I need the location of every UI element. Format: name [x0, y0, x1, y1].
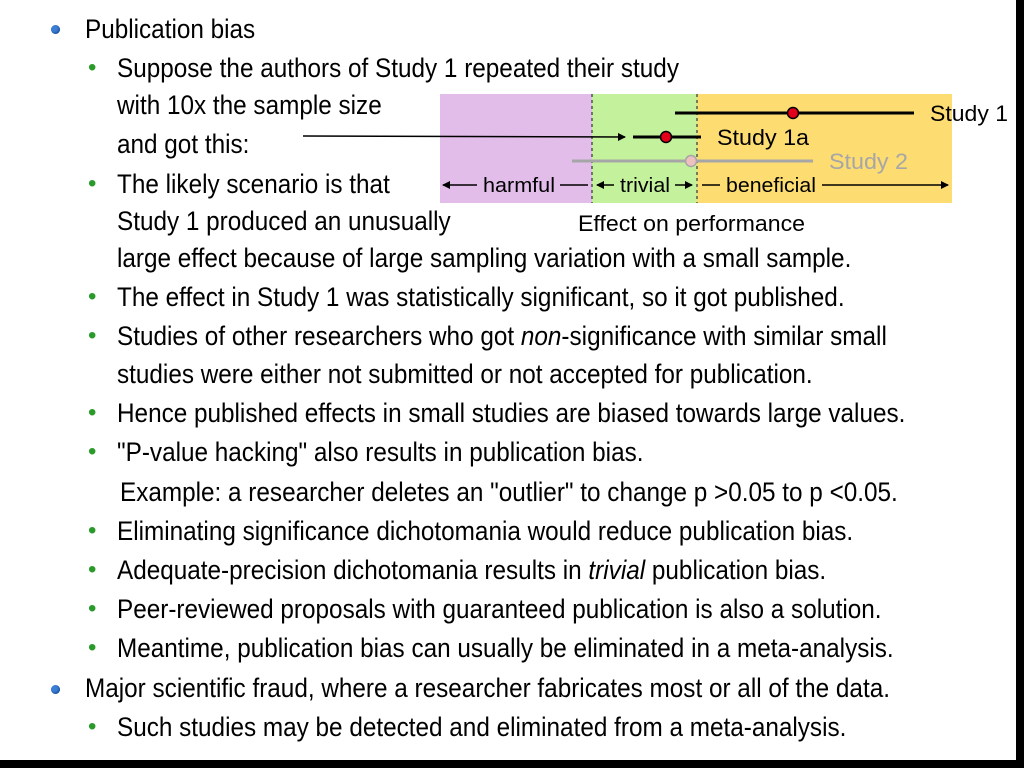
text-phacking: "P-value hacking" also results in public…: [117, 437, 644, 467]
text-studies-1: Studies of other researchers who got non…: [117, 320, 887, 352]
text-example: Example: a researcher deletes an "outlie…: [120, 477, 898, 507]
study2-label: Study 2: [829, 149, 908, 174]
bullet-icon: [51, 25, 60, 34]
bullet-icon: •: [88, 283, 97, 310]
text-suppose-2: with 10x the sample size: [117, 90, 382, 120]
text-studies-2: studies were either not submitted or not…: [117, 359, 813, 389]
bullet-icon: •: [88, 170, 97, 197]
text-peer: Peer-reviewed proposals with guaranteed …: [117, 594, 882, 624]
bullet-icon: •: [88, 399, 97, 426]
trivial-label: trivial: [620, 175, 670, 197]
bullet-icon: •: [88, 322, 97, 349]
effect-diagram: Study 1 Study 1a Study 2 harmful trivial…: [302, 94, 1008, 236]
axis-title: Effect on performance: [578, 211, 805, 236]
heading-fraud: Major scientific fraud, where a research…: [85, 673, 890, 703]
text-studies-1-em: non: [520, 321, 562, 351]
text-adequate-pre: Adequate-precision dichotomania results …: [117, 555, 589, 585]
study2-point: [684, 154, 698, 168]
text-hence: Hence published effects in small studies…: [117, 398, 906, 428]
text-eliminating: Eliminating significance dichotomania wo…: [117, 516, 854, 546]
study1a-label: Study 1a: [717, 125, 810, 150]
study1-label: Study 1: [930, 101, 1008, 126]
study1a-point: [659, 130, 673, 144]
text-likely-2: Study 1 produced an unusually: [117, 206, 451, 236]
text-likely-1: The likely scenario is that: [117, 169, 390, 199]
text-adequate: Adequate-precision dichotomania results …: [117, 554, 826, 586]
text-studies-1-pre: Studies of other researchers who got: [117, 321, 521, 351]
bullet-icon: •: [88, 54, 97, 81]
heading-publication-bias: Publication bias: [85, 14, 256, 44]
bullet-icon: •: [88, 517, 97, 544]
text-adequate-em: trivial: [588, 555, 646, 585]
bullet-icon: •: [88, 556, 97, 583]
bullet-icon: •: [88, 634, 97, 661]
bullet-icon: [51, 685, 60, 694]
bullet-icon: •: [88, 713, 97, 740]
beneficial-label: beneficial: [726, 175, 816, 197]
harmful-label: harmful: [483, 175, 555, 197]
text-suppose-1: Suppose the authors of Study 1 repeated …: [117, 53, 679, 83]
text-likely-3: large effect because of large sampling v…: [117, 243, 852, 273]
text-adequate-post: publication bias.: [645, 555, 827, 585]
text-effect-significant: The effect in Study 1 was statistically …: [117, 282, 845, 312]
text-suppose-3: and got this:: [117, 129, 250, 159]
text-studies-1-post: -significance with similar small: [561, 321, 887, 351]
text-such: Such studies may be detected and elimina…: [117, 712, 847, 742]
bullet-icon: •: [88, 595, 97, 622]
text-meantime: Meantime, publication bias can usually b…: [117, 633, 894, 663]
study1-point: [786, 106, 800, 120]
bullet-icon: •: [88, 438, 97, 465]
pointer-arrow: [302, 132, 626, 141]
